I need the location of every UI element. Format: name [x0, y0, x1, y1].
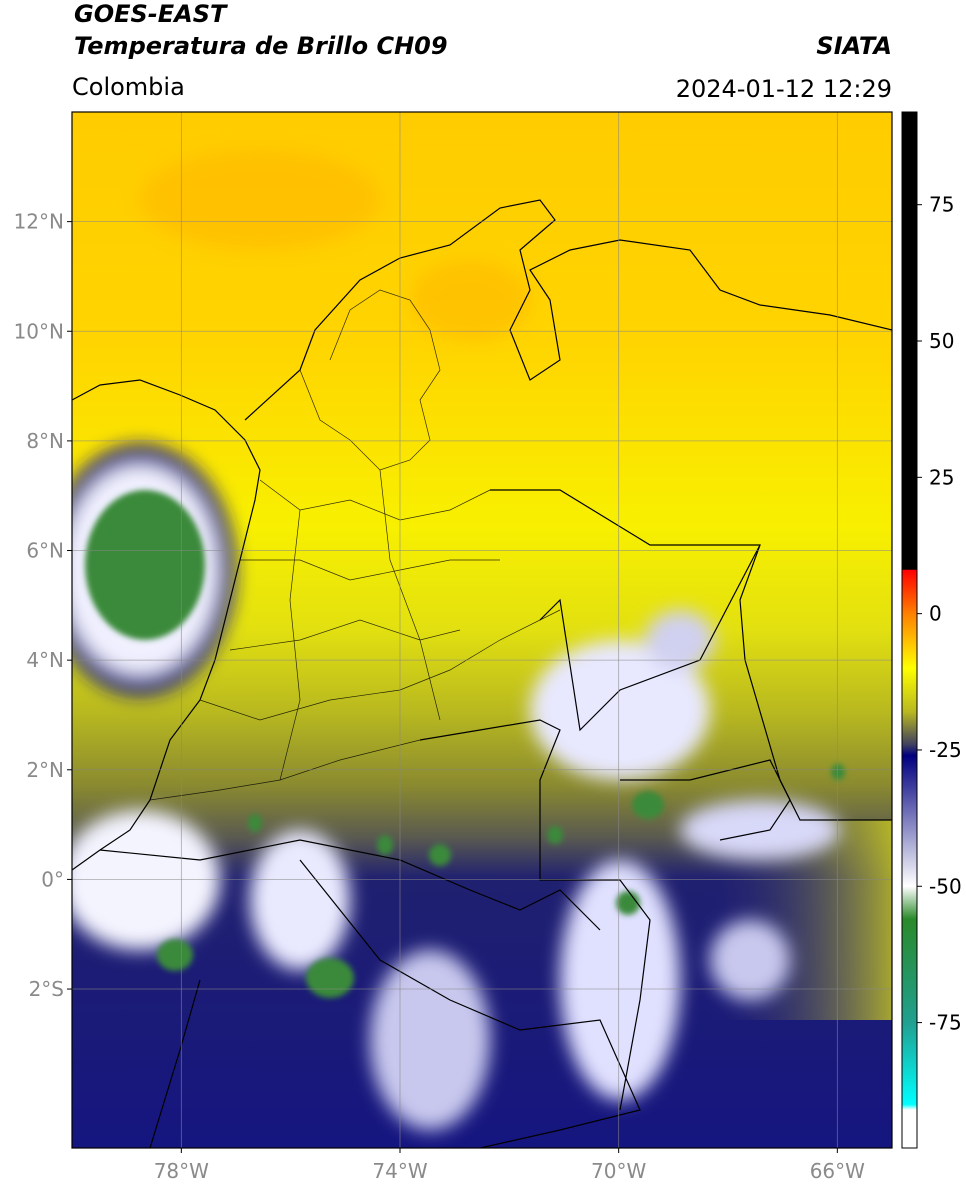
- colorbar-tick-label: 0: [929, 602, 942, 626]
- satellite-image: [72, 112, 892, 1148]
- x-tick-label: 78°W: [154, 1159, 209, 1183]
- colorbar-tick-label: -25: [929, 738, 962, 762]
- title-line-2: Temperatura de Brillo CH09: [74, 32, 448, 60]
- x-tick-label: 74°W: [372, 1159, 427, 1183]
- x-tick-label: 66°W: [810, 1159, 865, 1183]
- colorbar-tick-label: 75: [929, 193, 954, 217]
- title-line-1: GOES-EAST: [74, 0, 228, 28]
- y-tick-label: 10°N: [14, 319, 64, 343]
- colorbar: [901, 111, 918, 1149]
- colorbar-tick-label: -75: [929, 1011, 962, 1035]
- map-frame: [71, 111, 893, 1149]
- y-tick-label: 8°N: [26, 429, 64, 453]
- y-tick-label: 2°S: [29, 977, 64, 1001]
- colorbar-tick-label: 25: [929, 465, 954, 489]
- y-tick-label: 2°N: [26, 758, 64, 782]
- graticule: [72, 112, 892, 1148]
- source: SIATA: [816, 32, 892, 60]
- timestamp: 2024-01-12 12:29: [676, 75, 892, 103]
- colorbar-tick-label: 50: [929, 329, 954, 353]
- y-tick-label: 12°N: [14, 210, 64, 234]
- y-tick-label: 0°: [41, 867, 64, 891]
- y-tick-label: 4°N: [26, 648, 64, 672]
- y-tick-label: 6°N: [26, 539, 64, 563]
- colorbar-tick-label: -50: [929, 874, 962, 898]
- x-tick-label: 70°W: [591, 1159, 646, 1183]
- region: Colombia: [72, 73, 185, 101]
